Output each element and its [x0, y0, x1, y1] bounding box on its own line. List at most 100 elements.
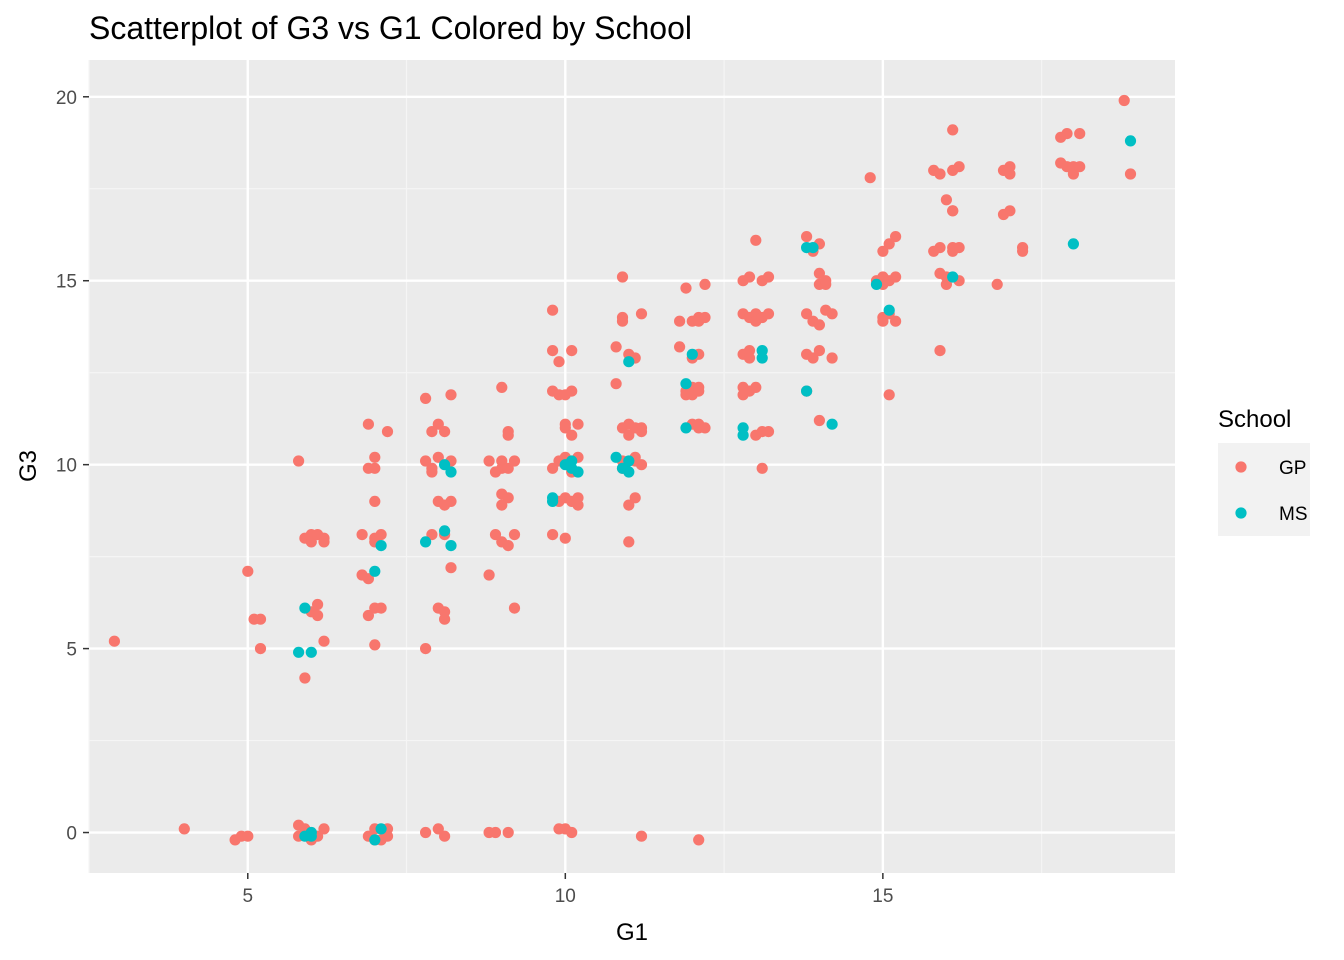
point-ms — [807, 242, 819, 254]
point-gp — [572, 418, 584, 430]
point-gp — [496, 381, 508, 393]
point-gp — [635, 830, 648, 842]
point-gp — [1074, 128, 1086, 140]
point-gp — [108, 635, 120, 647]
legend-label-gp: GP — [1279, 458, 1306, 479]
point-ms — [1067, 238, 1079, 250]
point-gp — [566, 429, 578, 441]
point-gp — [762, 308, 775, 320]
point-gp — [623, 536, 635, 548]
point-gp — [1017, 245, 1029, 257]
legend-title: School — [1218, 406, 1291, 433]
point-gp — [674, 315, 686, 327]
point-gp — [801, 231, 813, 243]
point-gp — [699, 278, 711, 290]
point-ms — [623, 466, 635, 478]
point-gp — [693, 385, 705, 397]
point-ms — [883, 304, 895, 316]
point-gp — [502, 462, 514, 474]
point-gp — [1124, 168, 1137, 180]
point-gp — [299, 672, 311, 684]
point-gp — [635, 459, 648, 471]
x-tick-label: 10 — [555, 886, 576, 907]
point-gp — [439, 830, 451, 842]
point-ms — [680, 378, 692, 390]
point-gp — [502, 826, 514, 839]
point-ms — [420, 536, 432, 548]
point-gp — [801, 308, 813, 320]
x-tick-label: 5 — [242, 886, 253, 907]
point-gp — [953, 161, 965, 173]
point-gp — [813, 267, 826, 279]
point-ms — [439, 459, 451, 471]
axes: 5 10 15 0 5 10 15 20 — [56, 88, 894, 907]
point-gp — [362, 609, 374, 622]
point-ms — [369, 565, 381, 577]
point-gp — [489, 826, 502, 839]
point-gp — [826, 352, 838, 364]
point-gp — [445, 562, 457, 574]
point-gp — [629, 492, 641, 504]
point-gp — [756, 462, 768, 474]
minor-gridlines — [88, 60, 1175, 873]
y-tick-label: 10 — [56, 456, 77, 477]
legend-label-ms: MS — [1279, 504, 1308, 525]
point-gp — [502, 492, 514, 504]
point-gp — [1004, 205, 1016, 217]
y-tick-label: 0 — [66, 824, 77, 845]
point-gp — [547, 304, 559, 316]
point-gp — [820, 275, 832, 287]
point-gp — [420, 643, 432, 655]
point-gp — [674, 341, 686, 353]
point-gp — [934, 242, 946, 254]
point-gp — [432, 418, 444, 430]
point-gp — [502, 429, 514, 441]
point-ms — [439, 525, 451, 537]
point-gp — [750, 234, 762, 246]
point-gp — [369, 495, 381, 507]
x-tick-label: 15 — [872, 886, 893, 907]
point-gp — [483, 569, 495, 581]
point-gp — [254, 613, 267, 625]
point-gp — [762, 426, 775, 438]
point-gp — [242, 830, 254, 842]
point-gp — [864, 172, 876, 184]
point-ms — [375, 540, 387, 552]
point-gp — [610, 378, 622, 390]
point-gp — [991, 278, 1003, 290]
point-gp — [743, 352, 756, 364]
point-gp — [318, 823, 330, 835]
point-gp — [375, 529, 387, 541]
point-gp — [616, 271, 629, 283]
point-gp — [508, 529, 521, 541]
data-points — [108, 94, 1137, 846]
point-ms — [610, 451, 622, 463]
point-gp — [312, 598, 324, 611]
point-gp — [489, 529, 502, 541]
point-ms — [680, 422, 692, 434]
point-gp — [610, 341, 622, 353]
point-gp — [375, 602, 387, 614]
point-gp — [1074, 161, 1086, 173]
point-gp — [508, 602, 521, 614]
point-gp — [762, 271, 775, 283]
point-gp — [947, 205, 959, 217]
point-ms — [737, 429, 749, 441]
point-gp — [940, 278, 953, 290]
point-gp — [547, 529, 559, 541]
point-gp — [743, 271, 756, 283]
plot-panel — [89, 60, 1175, 873]
point-gp — [312, 609, 324, 622]
point-ms — [870, 278, 883, 290]
y-tick-label: 20 — [56, 88, 77, 109]
point-gp — [934, 345, 946, 357]
point-gp — [305, 536, 317, 548]
point-gp — [547, 462, 559, 474]
legend-key-gp — [1235, 461, 1247, 473]
y-tick-label: 5 — [66, 640, 77, 661]
point-gp — [940, 194, 953, 206]
point-gp — [807, 352, 819, 364]
point-gp — [953, 242, 965, 254]
point-gp — [178, 823, 190, 835]
x-axis-title: G1 — [616, 919, 648, 946]
